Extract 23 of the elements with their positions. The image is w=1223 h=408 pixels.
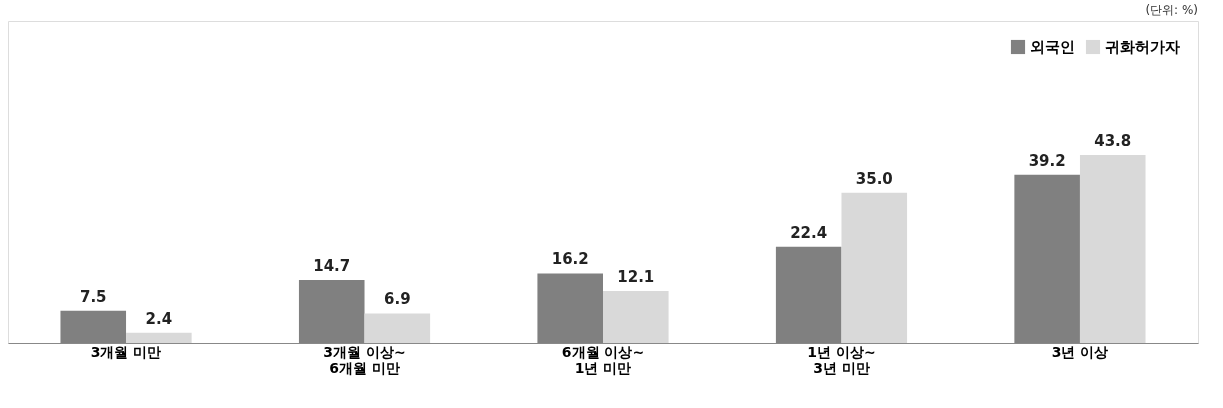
bar <box>364 313 431 343</box>
data-label: 2.4 <box>145 309 173 328</box>
data-label: 7.5 <box>79 287 107 306</box>
text: (단위: %) <box>1145 3 1198 17</box>
x-tick-label: 6개월 이상~ 1년 미만 <box>561 343 645 376</box>
bar <box>841 192 908 343</box>
legend-label: 외국인 <box>1030 38 1075 56</box>
bar <box>1079 154 1146 343</box>
legend-label: 귀화허가자 <box>1105 38 1180 56</box>
data-label: 35.0 <box>855 169 893 188</box>
x-tick-label: 3개월 이상~ 6개월 미만 <box>323 343 406 376</box>
x-tick-label: 3개월 미만 <box>90 343 162 360</box>
data-label: 43.8 <box>1094 131 1132 150</box>
data-label: 6.9 <box>384 290 411 309</box>
data-label: 22.4 <box>790 223 828 242</box>
data-label: 39.2 <box>1028 151 1066 170</box>
data-label: 12.1 <box>617 268 655 287</box>
bar <box>126 332 192 343</box>
bar <box>603 291 669 343</box>
data-label: 16.2 <box>551 250 589 269</box>
x-tick-label: 1년 이상~ 3년 미만 <box>807 343 876 376</box>
data-label: 14.7 <box>313 256 351 275</box>
x-tick-label: 3년 이상 <box>1051 343 1109 360</box>
